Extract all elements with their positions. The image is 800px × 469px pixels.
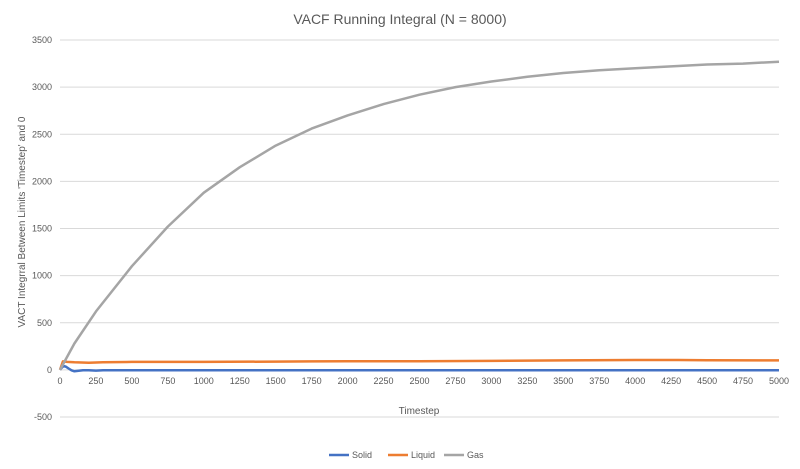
- y-tick-label: 500: [37, 318, 52, 328]
- x-tick-label: 2500: [409, 376, 429, 386]
- x-tick-label: 500: [124, 376, 139, 386]
- y-tick-label: 3000: [32, 82, 52, 92]
- y-tick-label: 2500: [32, 129, 52, 139]
- y-tick-label: 1000: [32, 271, 52, 281]
- chart-title: VACF Running Integral (N = 8000): [293, 11, 506, 27]
- y-axis-title: VACT Integrral Between Limits 'Timestep'…: [17, 116, 28, 327]
- x-tick-label: 1000: [194, 376, 214, 386]
- x-tick-label: 1750: [302, 376, 322, 386]
- x-tick-label: 5000: [769, 376, 789, 386]
- x-axis-title: Timestep: [399, 406, 440, 417]
- x-tick-label: 4500: [697, 376, 717, 386]
- y-tick-label: 1500: [32, 224, 52, 234]
- x-tick-label: 750: [160, 376, 175, 386]
- y-axis-ticks: -500 0 500 1000 1500 2000 2500 3000 3500: [32, 35, 52, 422]
- x-tick-label: 2000: [338, 376, 358, 386]
- legend: Solid Liquid Gas: [329, 450, 484, 460]
- x-tick-label: 250: [88, 376, 103, 386]
- x-tick-label: 4250: [661, 376, 681, 386]
- x-tick-label: 0: [57, 376, 62, 386]
- legend-label-solid: Solid: [352, 450, 372, 460]
- series-line-liquid: [58, 358, 780, 371]
- y-tick-label: 0: [47, 365, 52, 375]
- series-line-solid: [58, 364, 779, 373]
- x-tick-label: 1500: [266, 376, 286, 386]
- y-tick-label: 2000: [32, 176, 52, 186]
- y-tick-label: 3500: [32, 35, 52, 45]
- x-tick-label: 4000: [625, 376, 645, 386]
- x-tick-label: 3750: [589, 376, 609, 386]
- series-line-gas: [58, 60, 780, 371]
- legend-label-liquid: Liquid: [411, 450, 435, 460]
- x-tick-label: 3250: [517, 376, 537, 386]
- series-lines: [58, 60, 780, 373]
- x-axis-ticks: 0 250 500 750 1000 1250 1500 1750 2000 2250 2500 27…: [57, 376, 789, 386]
- x-tick-label: 3500: [553, 376, 573, 386]
- x-tick-label: 2250: [374, 376, 394, 386]
- x-tick-label: 4750: [733, 376, 753, 386]
- legend-label-gas: Gas: [467, 450, 484, 460]
- x-tick-label: 3000: [481, 376, 501, 386]
- y-tick-label: -500: [34, 412, 52, 422]
- x-tick-label: 1250: [230, 376, 250, 386]
- x-tick-label: 2750: [445, 376, 465, 386]
